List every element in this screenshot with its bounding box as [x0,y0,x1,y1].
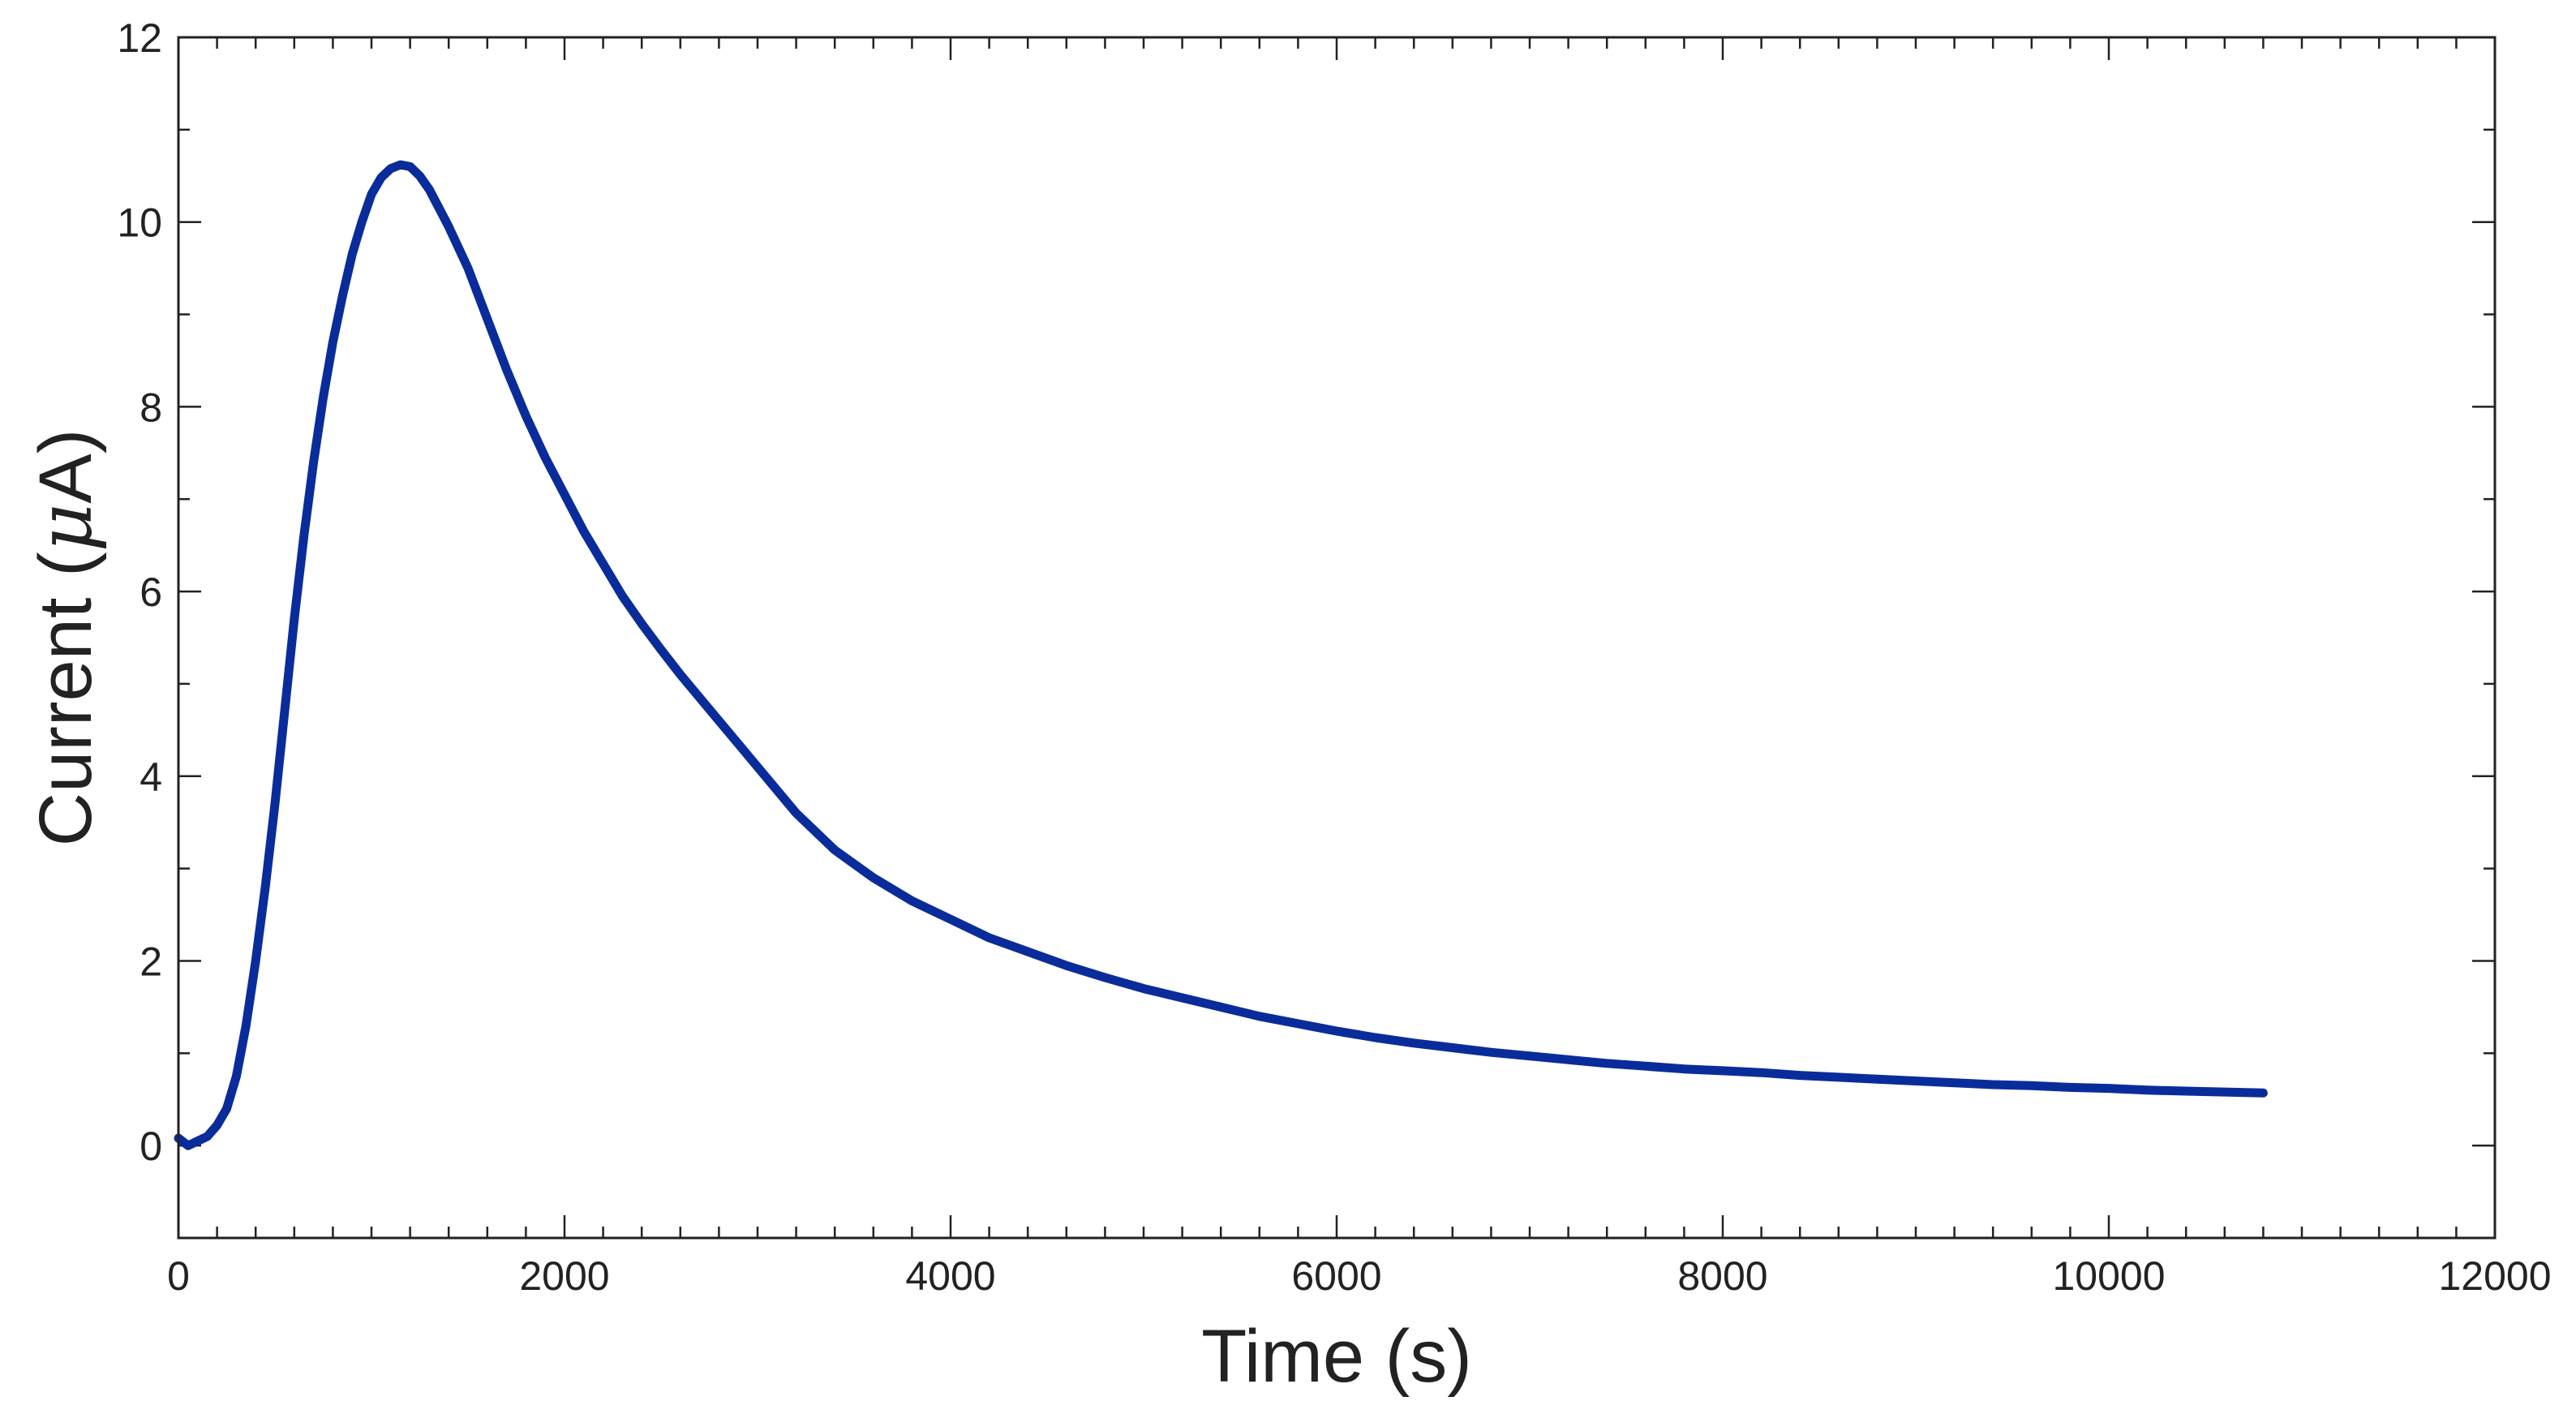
y-axis-title: Current (μA) [22,429,109,847]
minor-ticks [178,37,2495,1240]
major-ticks [177,36,2497,1238]
x-tick-label: 2000 [519,1253,609,1299]
y-tick-label: 8 [140,385,162,430]
y-axis-title-prefix: Current ( [24,552,107,846]
x-tick-label: 8000 [1677,1253,1767,1299]
series-layer [174,160,2268,1150]
y-tick-label: 12 [117,15,162,61]
x-tick-label: 6000 [1291,1253,1381,1299]
y-tick-labels: 0 2 4 6 8 10 12 [117,15,162,1169]
y-tick-label: 10 [117,200,162,246]
x-axis-title: Time (s) [1201,1315,1472,1398]
x-tick-label: 12000 [2438,1253,2551,1299]
y-tick-label: 6 [140,569,162,615]
y-tick-label: 2 [140,939,162,984]
y-tick-label: 4 [140,754,162,800]
plot-frame [177,36,2497,1240]
series-line-0 [174,160,2268,1150]
y-axis-title-unit-symbol: μ [22,504,109,552]
y-axis-title-suffix: A) [24,429,107,504]
x-tick-label: 10000 [2052,1253,2165,1299]
x-tick-label: 4000 [905,1253,995,1299]
y-tick-label: 0 [140,1124,162,1169]
x-tick-label: 0 [167,1253,190,1299]
x-tick-labels: 0 2000 4000 6000 8000 10000 12000 [167,1253,2551,1299]
